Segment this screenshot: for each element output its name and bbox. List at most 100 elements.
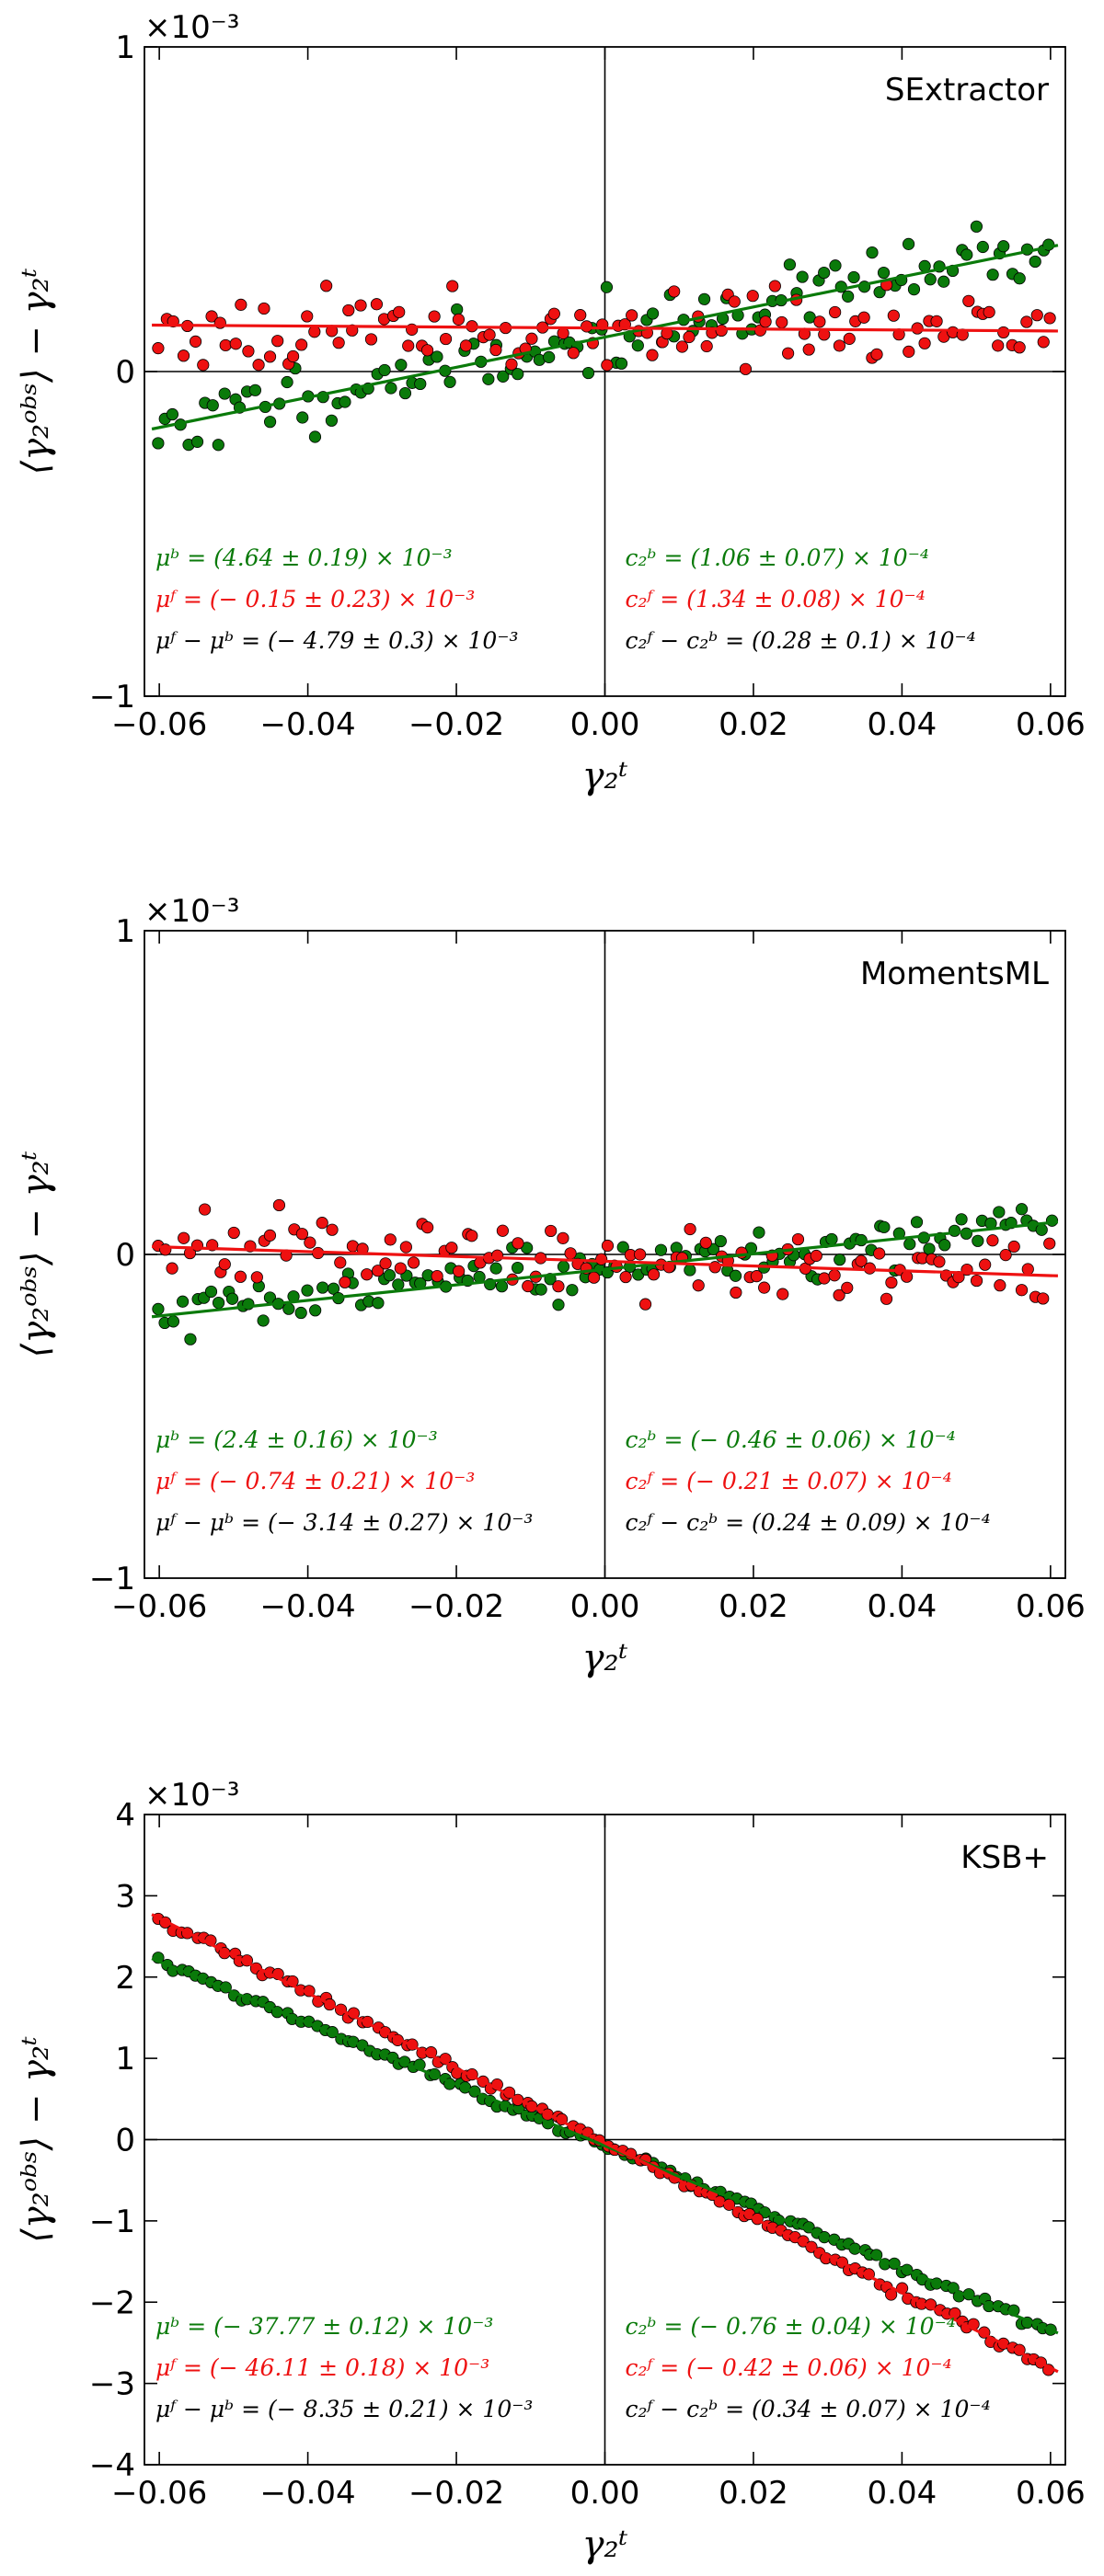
x-tick-label: 0.04 <box>868 706 937 743</box>
data-point <box>976 240 989 254</box>
data-point <box>646 349 659 361</box>
data-point <box>833 339 846 352</box>
data-point <box>294 1306 307 1320</box>
data-point <box>997 240 1010 253</box>
data-point <box>234 1270 247 1283</box>
data-point <box>601 1239 615 1253</box>
data-point <box>272 1198 286 1212</box>
data-point <box>873 1247 886 1260</box>
panel-momentsml: −0.06 −0.04 −0.02 0.00 0.02 0.04 0.06 −1 0 1×10⁻³… <box>15 893 1086 1679</box>
y-tick-label: 1 <box>115 913 135 950</box>
data-point <box>557 1231 569 1244</box>
data-point <box>543 350 556 363</box>
data-point <box>783 258 797 271</box>
data-point <box>372 1297 385 1310</box>
data-point <box>791 1232 805 1246</box>
data-point <box>327 1282 340 1295</box>
data-point <box>252 359 265 372</box>
data-point <box>384 1233 397 1246</box>
fit-annotation-right: c₂ᵇ = (− 0.46 ± 0.06) × 10⁻⁴ <box>626 1426 956 1453</box>
data-point <box>587 1271 601 1284</box>
data-point <box>948 1224 961 1237</box>
data-point <box>445 1242 458 1254</box>
data-point <box>979 1258 992 1271</box>
data-point <box>776 315 788 329</box>
y-tick-label: 2 <box>115 1960 135 1997</box>
data-point <box>248 384 262 396</box>
data-point <box>229 338 242 350</box>
fit-annotation-left: μᶠ = (− 0.74 ± 0.21) × 10⁻³ <box>155 1468 475 1494</box>
data-point <box>1037 1292 1050 1305</box>
data-point <box>829 305 842 319</box>
data-point <box>326 1223 339 1236</box>
data-point <box>439 332 453 346</box>
data-point <box>841 1281 854 1294</box>
data-point <box>545 1224 558 1238</box>
x-tick-label: −0.06 <box>111 1588 207 1625</box>
data-point <box>759 315 772 328</box>
data-point <box>986 1234 999 1247</box>
fit-annotation-right: c₂ᵇ = (− 0.76 ± 0.04) × 10⁻⁴ <box>626 2313 956 2340</box>
data-point <box>295 1228 309 1241</box>
data-point <box>692 1279 705 1292</box>
plot-area <box>151 1912 1059 2376</box>
y-tick-label: 1 <box>115 2041 135 2078</box>
data-point <box>970 220 983 233</box>
data-point <box>1043 1237 1056 1250</box>
data-point <box>212 1296 225 1310</box>
fit-line-fixed <box>151 1913 1059 2374</box>
fit-annotation-left: μᵇ = (2.4 ± 0.16) × 10⁻³ <box>155 1426 438 1453</box>
data-point <box>295 338 308 351</box>
data-point <box>595 1253 608 1265</box>
data-point <box>304 1236 316 1249</box>
data-point <box>402 339 415 352</box>
data-point <box>937 275 950 288</box>
data-point <box>282 1302 295 1315</box>
data-point <box>697 292 711 305</box>
data-point <box>866 246 879 259</box>
data-point <box>715 324 728 338</box>
fit-annotation-left: μᵇ = (4.64 ± 0.19) × 10⁻³ <box>155 544 453 571</box>
data-point <box>983 305 995 318</box>
data-point <box>739 362 753 375</box>
data-point <box>1037 336 1050 349</box>
data-point <box>818 266 831 280</box>
x-tick-label: 0.06 <box>1016 1588 1086 1625</box>
data-point <box>167 1315 180 1328</box>
data-point <box>887 309 900 322</box>
fit-line-fixed <box>152 1244 1058 1277</box>
data-point <box>833 1288 845 1301</box>
data-point <box>903 1238 916 1251</box>
data-point <box>1013 341 1026 354</box>
data-point <box>970 1274 983 1288</box>
data-point <box>420 344 434 357</box>
fit-annotation-right: c₂ᶠ = (1.34 ± 0.08) × 10⁻⁴ <box>626 586 926 613</box>
data-point <box>399 1241 412 1254</box>
data-point <box>316 1217 328 1230</box>
data-point <box>219 338 232 352</box>
data-point <box>1013 272 1026 285</box>
data-point <box>301 310 314 323</box>
plot-area <box>151 220 1059 452</box>
fit-line-bulge <box>151 1957 1059 2335</box>
data-point <box>1030 309 1043 322</box>
data-point <box>600 280 614 293</box>
x-axis-label: γ₂ᵗ <box>582 1637 628 1679</box>
data-point <box>960 248 973 261</box>
x-tick-label: 0.02 <box>719 2475 788 2512</box>
y-axis-label: ⟨γ₂ᵒᵇˢ⟩ − γ₂ᵗ <box>15 2036 57 2243</box>
data-point <box>342 303 355 317</box>
data-point <box>166 407 179 421</box>
data-point <box>684 1264 696 1277</box>
data-point <box>1021 1263 1034 1276</box>
data-point <box>428 310 441 323</box>
data-point <box>263 416 277 429</box>
data-point <box>385 382 397 395</box>
y-tick-label: 4 <box>115 1797 135 1834</box>
x-tick-label: 0.06 <box>1016 2475 1086 2512</box>
data-point <box>309 1304 322 1317</box>
data-point <box>227 1226 240 1240</box>
data-point <box>218 387 231 400</box>
x-tick-label: −0.04 <box>259 2475 355 2512</box>
fit-annotation-right: c₂ᶠ − c₂ᵇ = (0.34 ± 0.07) × 10⁻⁴ <box>626 2396 991 2422</box>
